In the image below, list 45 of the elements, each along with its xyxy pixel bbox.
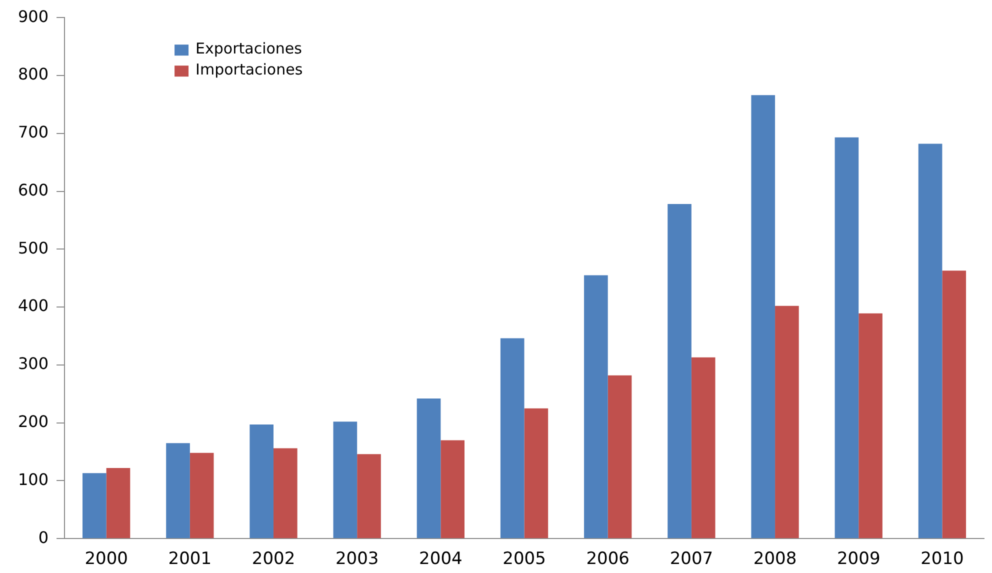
x-tick-label: 2003 [335, 549, 379, 570]
legend-label: Exportaciones [196, 39, 302, 58]
y-tick-label: 300 [18, 354, 49, 374]
y-tick-label: 0 [38, 528, 49, 547]
y-tick-label: 500 [18, 238, 49, 258]
x-tick-label: 2009 [836, 549, 880, 570]
bar [858, 313, 882, 538]
bar [250, 424, 274, 538]
bar [584, 275, 608, 538]
bar [942, 270, 966, 538]
x-tick-label: 2010 [920, 549, 964, 570]
bar [500, 338, 524, 538]
bar [166, 443, 190, 538]
bar [440, 440, 465, 538]
bar [608, 375, 632, 538]
x-tick-label: 2000 [84, 549, 128, 570]
x-tick-label: 2002 [252, 549, 296, 570]
bar [357, 454, 381, 538]
x-tick-label: 2005 [502, 549, 546, 570]
bar [82, 473, 106, 538]
bar [775, 306, 799, 538]
bar [416, 398, 441, 538]
y-tick-label: 400 [18, 296, 49, 316]
x-tick-label: 2007 [670, 549, 714, 570]
y-tick-label: 100 [18, 470, 49, 489]
bar [668, 204, 692, 538]
legend-label: Importaciones [196, 60, 303, 78]
y-tick-label: 200 [18, 412, 49, 431]
x-tick-label: 2008 [753, 549, 797, 570]
bar [918, 144, 942, 538]
x-tick-label: 2006 [586, 549, 630, 570]
bar [524, 408, 548, 538]
bar [333, 422, 358, 538]
y-tick-label: 600 [18, 180, 49, 200]
x-tick-label: 2001 [168, 549, 212, 570]
bar [751, 95, 776, 538]
bar [190, 452, 214, 538]
bar [691, 357, 716, 538]
y-tick-label: 700 [18, 122, 49, 142]
bar [834, 137, 859, 538]
bar [106, 468, 130, 538]
y-tick-label: 800 [18, 64, 49, 84]
bar [274, 448, 298, 538]
x-tick-label: 2004 [419, 549, 462, 570]
y-tick-label: 900 [18, 6, 49, 26]
